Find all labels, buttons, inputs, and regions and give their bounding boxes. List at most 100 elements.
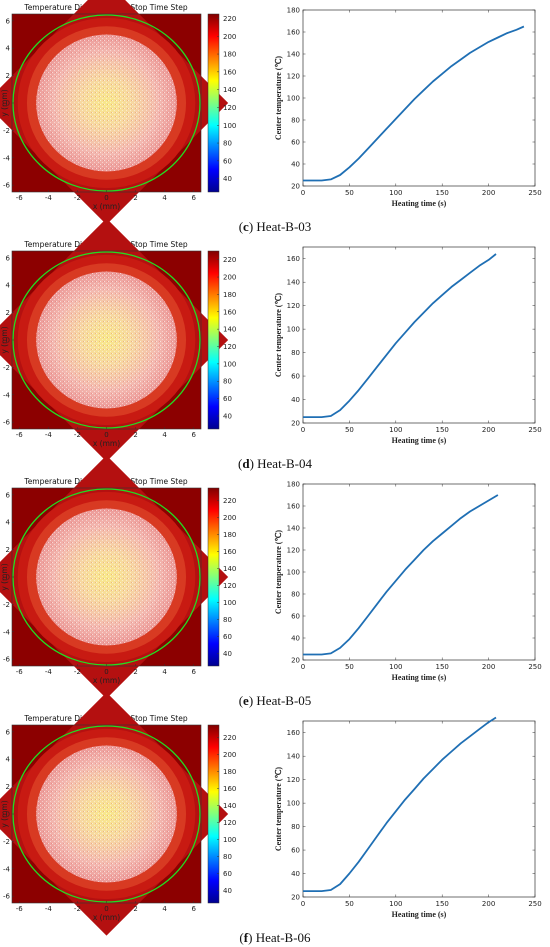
curve-xtick-label: 200 — [482, 189, 495, 197]
panel-f: Temperature Distribution at Stop Time St… — [0, 692, 542, 945]
colorbar-tick-label: 160 — [223, 785, 236, 793]
heatmap-speckle — [36, 34, 177, 172]
curve-plot-area — [302, 483, 536, 661]
heatmap-ytick-label: -2 — [3, 127, 10, 135]
colorbar-tick-label: 140 — [223, 802, 236, 810]
caption-letter: d — [242, 456, 250, 471]
colorbar-tick-label: 40 — [223, 650, 232, 658]
heatmap-ytick-label: 0 — [6, 337, 10, 345]
heatmap-ytick-label: -2 — [3, 364, 10, 372]
heatmap-xlabel: x (mm) — [93, 439, 120, 448]
heatmap-ytick-label: -4 — [3, 154, 11, 162]
heatmap-xtick-label: 6 — [191, 431, 196, 439]
curve-xtick-label: 250 — [528, 663, 541, 671]
heatmap-xtick-label: 2 — [133, 194, 137, 202]
colorbar-tick-label: 40 — [223, 175, 232, 183]
heatmap-xtick-label: 2 — [133, 905, 137, 913]
curve-ytick-label: 180 — [287, 7, 300, 15]
colorbar-tick-label: 160 — [223, 308, 236, 316]
panel-caption: (d) Heat-B-04 — [238, 456, 313, 471]
curve-xtick-label: 100 — [389, 663, 402, 671]
curve-ytick-label: 120 — [287, 547, 300, 555]
curve-xlabel: Heating time (s) — [392, 436, 447, 445]
heatmap-xtick-label: -2 — [74, 905, 81, 913]
colorbar-tick-label: 60 — [223, 633, 232, 641]
colorbar-tick-label: 60 — [223, 395, 232, 403]
curve-ytick-label: 20 — [291, 183, 300, 191]
heatmap-xlabel: x (mm) — [93, 913, 120, 922]
caption-letter: e — [243, 693, 249, 708]
heatmap-ytick-label: -6 — [3, 419, 11, 427]
heatmap-ytick-label: 2 — [6, 546, 10, 554]
caption-letter: f — [244, 930, 249, 945]
heatmap-xtick-label: 4 — [162, 905, 167, 913]
curve-ytick-label: 80 — [291, 591, 300, 599]
heatmap-xtick-label: 2 — [133, 668, 137, 676]
curve-ylabel: Center temperature (℃) — [274, 56, 283, 141]
panel-caption: (c) Heat-B-03 — [239, 219, 312, 234]
curve-ytick-label: 40 — [291, 635, 300, 643]
colorbar-tick-label: 180 — [223, 291, 236, 299]
curve-xlabel: Heating time (s) — [392, 199, 447, 208]
curve-xtick-label: 150 — [436, 189, 449, 197]
heatmap-ytick-label: 6 — [6, 254, 11, 262]
heatmap-speckle — [36, 271, 177, 409]
colorbar-tick-label: 100 — [223, 599, 236, 607]
colorbar-tick-label: 120 — [223, 343, 236, 351]
heatmap-ytick-label: 4 — [6, 756, 11, 764]
curve-series-line — [303, 494, 499, 656]
heatmap-ylabel: y (mm) — [0, 800, 9, 827]
panel-c: Temperature Distribution at Stop Time St… — [0, 0, 542, 234]
curve-plot-area — [302, 9, 536, 187]
caption-paren-open: ( — [239, 930, 243, 945]
curve-ytick-label: 100 — [287, 326, 300, 334]
caption-text: ) Heat-B-06 — [248, 930, 311, 945]
colorbar — [207, 13, 220, 193]
curve-ytick-label: 40 — [291, 396, 300, 404]
heatmap-xtick-label: 6 — [191, 905, 196, 913]
colorbar-tick-label: 120 — [223, 104, 236, 112]
curve-ytick-label: 60 — [291, 847, 300, 855]
colorbar — [207, 724, 220, 904]
colorbar-tick-label: 180 — [223, 768, 236, 776]
colorbar-tick-label: 40 — [223, 887, 232, 895]
colorbar-tick-label: 220 — [223, 256, 236, 264]
colorbar-tick-label: 80 — [223, 378, 232, 386]
curve-xtick-label: 250 — [528, 189, 541, 197]
heatmap-xtick-label: 0 — [104, 668, 108, 676]
heatmap-ylabel: y (mm) — [0, 563, 9, 590]
colorbar-tick-label: 200 — [223, 514, 236, 522]
curve-ytick-label: 160 — [287, 29, 300, 37]
colorbar — [207, 487, 220, 667]
colorbar-tick-label: 180 — [223, 51, 236, 59]
colorbar-tick-label: 200 — [223, 33, 236, 41]
curve-ytick-label: 180 — [287, 481, 300, 489]
curve-ylabel: Center temperature (℃) — [274, 530, 283, 615]
curve-ytick-label: 120 — [287, 776, 300, 784]
curve-xtick-label: 150 — [436, 900, 449, 908]
curve-ytick-label: 80 — [291, 823, 300, 831]
colorbar-tick-label: 140 — [223, 86, 236, 94]
heatmap-xtick-label: 2 — [133, 431, 137, 439]
panel-e: Temperature Distribution at Stop Time St… — [0, 455, 542, 708]
heatmap-ytick-label: -4 — [3, 865, 11, 873]
colorbar-tick-label: 160 — [223, 68, 236, 76]
colorbar-tick-label: 140 — [223, 326, 236, 334]
curve-ytick-label: 100 — [287, 95, 300, 103]
heatmap-xtick-label: 4 — [162, 668, 167, 676]
caption-paren-open: ( — [239, 693, 243, 708]
colorbar-tick-label: 100 — [223, 836, 236, 844]
heatmap-ytick-label: 4 — [6, 519, 11, 527]
panel-d: Temperature Distribution at Stop Time St… — [0, 218, 542, 471]
colorbar-tick-label: 220 — [223, 15, 236, 23]
colorbar-tick-label: 100 — [223, 122, 236, 130]
colorbar-tick-label: 200 — [223, 274, 236, 282]
colorbar-tick-label: 40 — [223, 412, 232, 420]
curve-xlabel: Heating time (s) — [392, 673, 447, 682]
heatmap-xtick-label: 0 — [104, 194, 108, 202]
colorbar-tick-label: 180 — [223, 531, 236, 539]
curve-ytick-label: 140 — [287, 51, 300, 59]
heatmap-xtick-label: -6 — [16, 668, 24, 676]
heatmap-xtick-label: 6 — [191, 194, 196, 202]
curve-ytick-label: 60 — [291, 613, 300, 621]
